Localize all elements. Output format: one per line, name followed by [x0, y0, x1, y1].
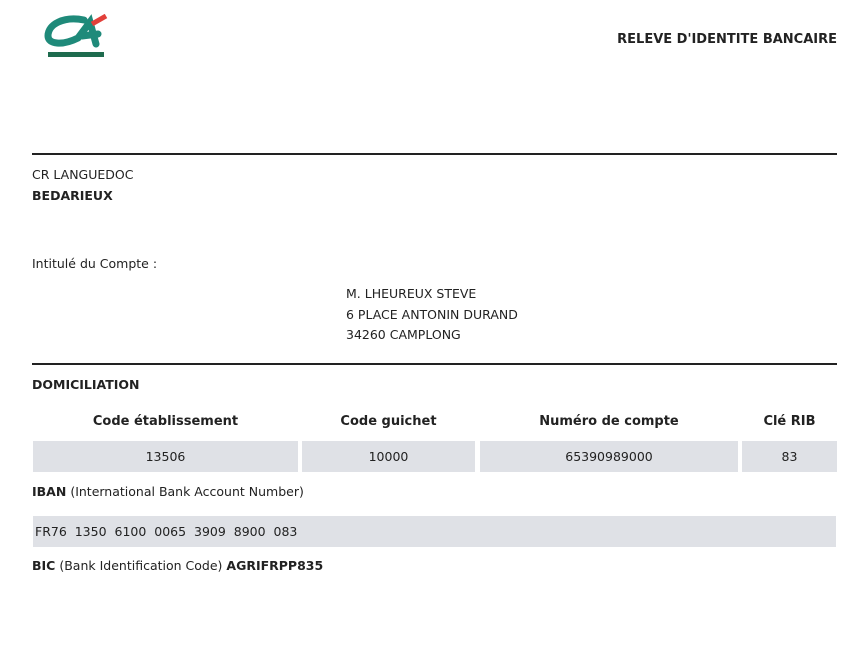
- code-etablissement-value: 13506: [33, 441, 298, 472]
- divider: [32, 363, 837, 365]
- iban-label-line: IBAN (International Bank Account Number): [32, 484, 304, 499]
- holder-city: 34260 CAMPLONG: [346, 327, 461, 342]
- bic-line: BIC (Bank Identification Code) AGRIFRPP8…: [32, 558, 323, 573]
- holder-street: 6 PLACE ANTONIN DURAND: [346, 306, 518, 322]
- iban-label: IBAN: [32, 484, 67, 499]
- code-guichet-value: 10000: [302, 441, 475, 472]
- bic-description: (Bank Identification Code): [59, 558, 223, 573]
- branch-name: BEDARIEUX: [32, 188, 113, 203]
- account-holder: M. LHEUREUX STEVE 6 PLACE ANTONIN DURAND…: [346, 284, 518, 346]
- bank-name: CR LANGUEDOC: [32, 167, 134, 182]
- domiciliation-title: DOMICILIATION: [32, 377, 140, 392]
- bic-value: AGRIFRPP835: [226, 558, 324, 573]
- iban-value: FR76 1350 6100 0065 3909 8900 083: [33, 516, 836, 547]
- numero-compte-value: 65390989000: [480, 441, 738, 472]
- document-title: RELEVE D'IDENTITE BANCAIRE: [617, 32, 837, 47]
- header-cle-rib: Clé RIB: [763, 414, 816, 429]
- holder-name: M. LHEUREUX STEVE: [346, 286, 477, 301]
- divider: [32, 153, 837, 155]
- header-code-guichet: Code guichet: [340, 414, 437, 429]
- iban-description: (International Bank Account Number): [70, 484, 304, 499]
- bic-label: BIC: [32, 558, 56, 573]
- header-numero-compte: Numéro de compte: [539, 414, 679, 429]
- account-label: Intitulé du Compte :: [32, 256, 158, 271]
- cle-rib-value: 83: [742, 441, 837, 472]
- header-code-etablissement: Code établissement: [92, 414, 239, 429]
- credit-agricole-logo: [44, 14, 108, 57]
